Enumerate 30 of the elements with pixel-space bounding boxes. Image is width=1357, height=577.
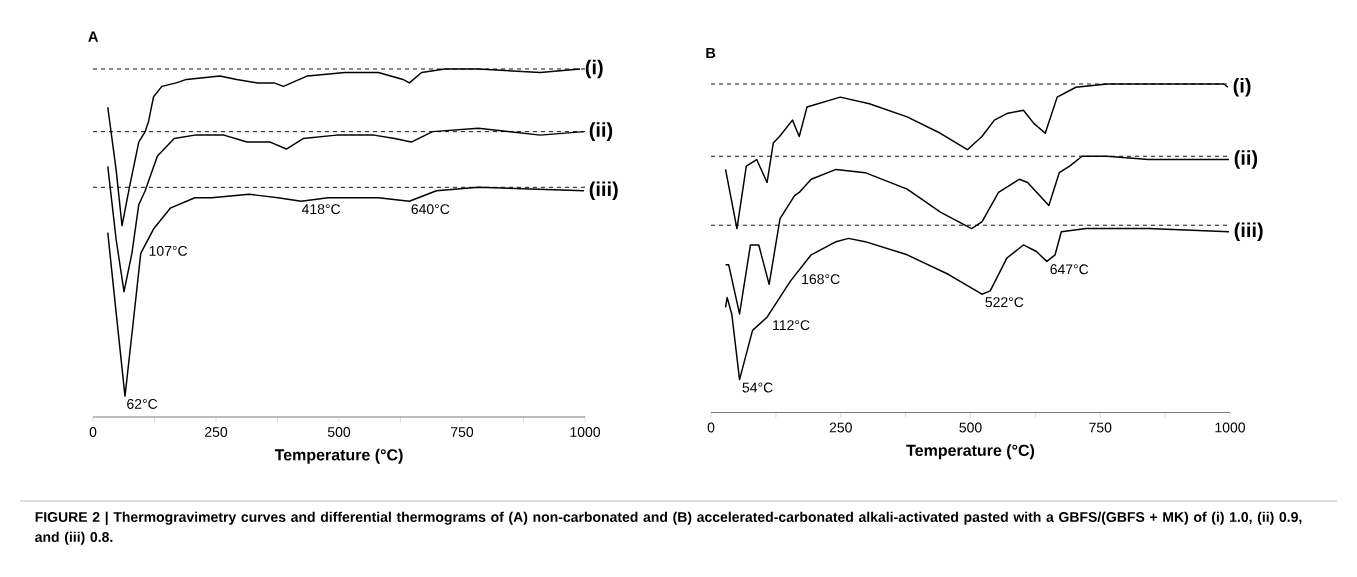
annotation: 522°C xyxy=(985,297,1024,308)
x-tick-label: 250 xyxy=(829,422,852,433)
annotation: 62°C xyxy=(127,399,158,409)
x-tick-label: 750 xyxy=(1089,422,1112,433)
annotation: 640°C xyxy=(411,204,450,215)
series-label: (iii) xyxy=(1234,222,1263,242)
x-tick-label: 1000 xyxy=(570,427,601,437)
annotation: 112°C xyxy=(773,320,810,331)
annotation: 168°C xyxy=(802,274,840,285)
x-axis-title: Temperature (°C) xyxy=(274,448,403,464)
x-tick-label: 750 xyxy=(451,427,474,437)
series-label: (i) xyxy=(585,59,603,79)
x-tick-label: 250 xyxy=(205,427,228,437)
series-label: (ii) xyxy=(589,122,613,141)
chart-title: B xyxy=(706,47,716,59)
chart-title: A xyxy=(88,31,99,42)
x-tick-label: 500 xyxy=(327,427,351,437)
x-tick-label: 1000 xyxy=(1215,422,1246,433)
annotation: 54°C xyxy=(742,382,773,393)
series-label: (ii) xyxy=(1234,150,1258,169)
annotation: 107°C xyxy=(149,245,188,256)
x-tick-label: 500 xyxy=(959,422,982,433)
caption: FIGURE 2 | Thermogravimetry curves and differential thermograms of (A) non-carbonated and (B) accelerated-carbonated alkali-activated pasted with a GBFS/(GBFS + MK) of (i) 1.0, (ii) 0.9, and (iii) 0.8. xyxy=(35,511,1302,545)
x-tick-label: 0 xyxy=(89,427,97,437)
x-axis-title: Temperature (°C) xyxy=(906,444,1035,460)
annotation: 647°C xyxy=(1050,264,1089,275)
annotation: 418°C xyxy=(301,204,341,215)
series-label: (i) xyxy=(1233,77,1251,97)
x-tick-label: 0 xyxy=(707,422,715,433)
series-label: (iii) xyxy=(589,181,618,201)
